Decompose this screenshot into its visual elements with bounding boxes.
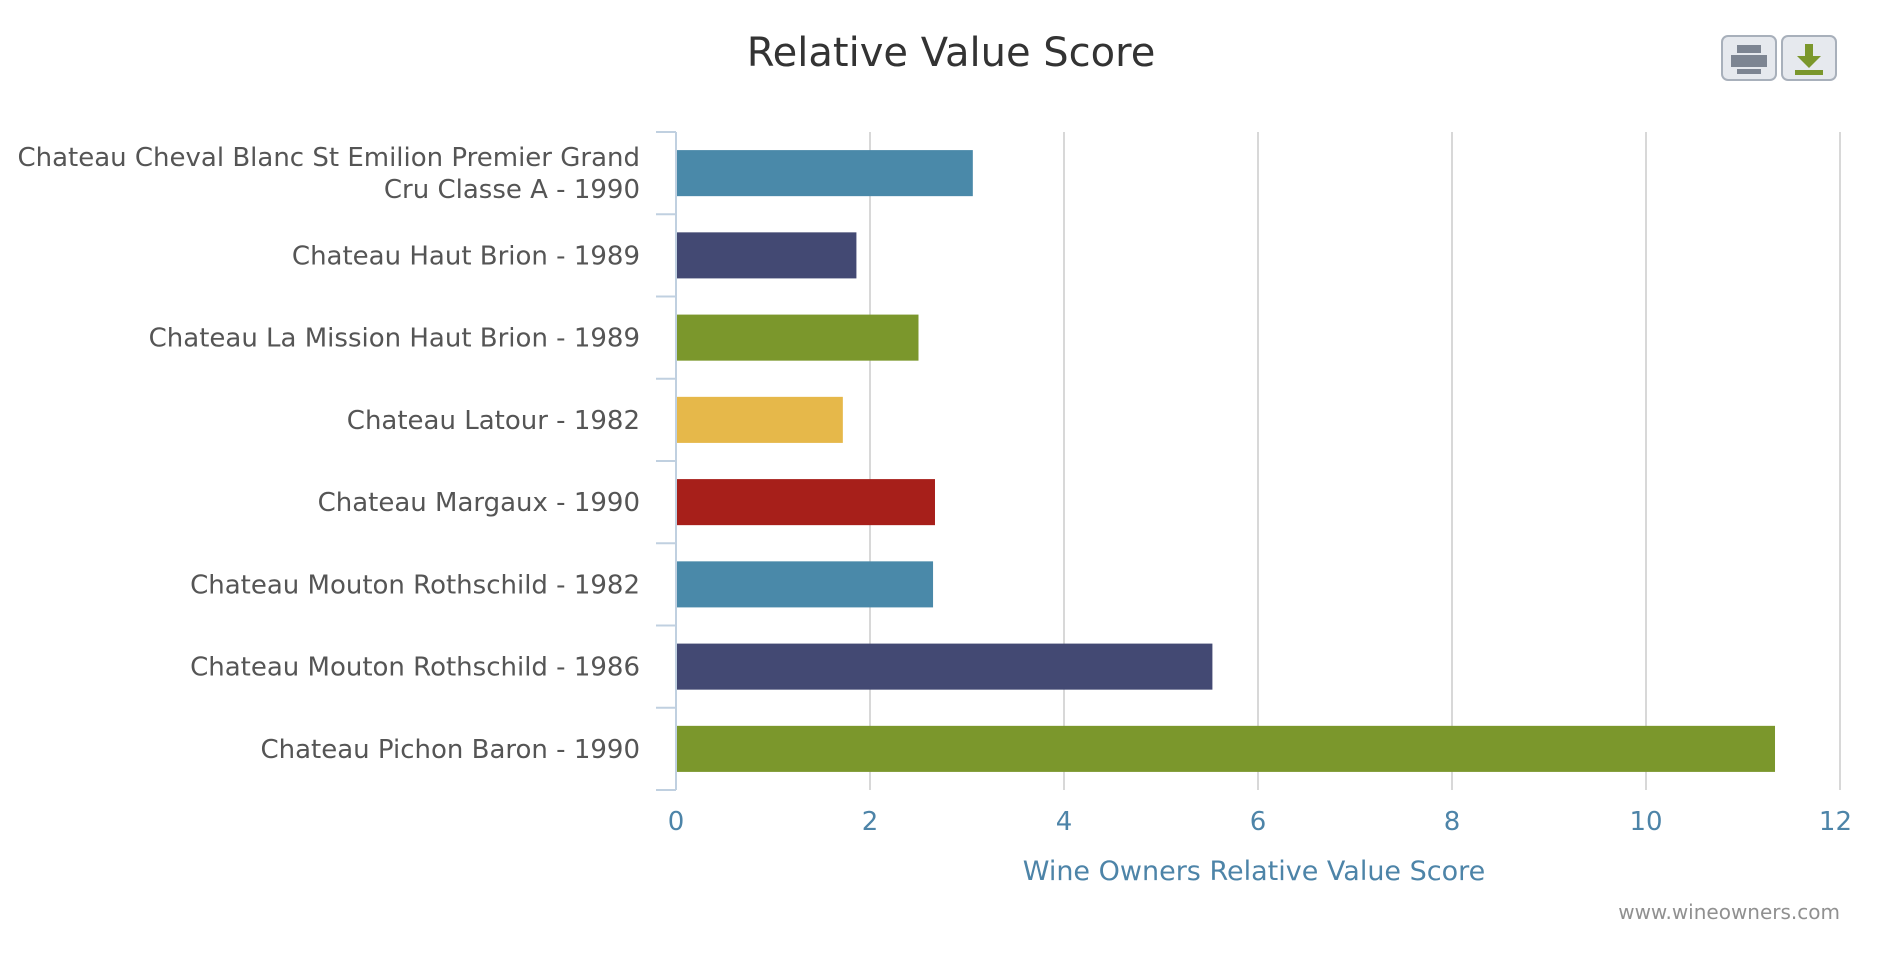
x-tick-label: 12: [1819, 807, 1852, 837]
bar[interactable]: [677, 314, 919, 361]
category-label: Chateau Haut Brion - 1989: [292, 241, 640, 271]
x-tick-label: 10: [1629, 807, 1662, 837]
category-label: Chateau Margaux - 1990: [318, 488, 640, 518]
download-button[interactable]: [1781, 35, 1837, 81]
category-label: Chateau Latour - 1982: [347, 406, 640, 436]
printer-icon: [1731, 45, 1767, 74]
bar[interactable]: [677, 232, 857, 279]
bar[interactable]: [677, 561, 934, 608]
x-axis-title: Wine Owners Relative Value Score: [1023, 856, 1486, 887]
category-label: Chateau Mouton Rothschild - 1986: [190, 653, 640, 683]
category-label: Chateau La Mission Haut Brion - 1989: [149, 324, 640, 354]
category-label: Cru Classe A - 1990: [384, 175, 640, 205]
category-label: Chateau Cheval Blanc St Emilion Premier …: [17, 143, 640, 173]
bar[interactable]: [677, 150, 973, 197]
x-tick-label: 8: [1444, 807, 1461, 837]
category-label: Chateau Pichon Baron - 1990: [260, 735, 640, 765]
bar[interactable]: [677, 396, 843, 443]
x-tick-label: 6: [1250, 807, 1267, 837]
download-icon: [1795, 44, 1823, 75]
axes: [656, 131, 677, 791]
bar[interactable]: [677, 643, 1213, 690]
x-tick-labels: 0 2 4 6 8 10 12: [668, 807, 1852, 837]
x-tick-label: 4: [1056, 807, 1073, 837]
bar[interactable]: [677, 725, 1776, 772]
category-labels: Chateau Cheval Blanc St Emilion Premier …: [17, 143, 640, 765]
print-button[interactable]: [1721, 35, 1777, 81]
x-tick-label: 0: [668, 807, 685, 837]
chart-title: Relative Value Score: [747, 30, 1156, 76]
credit-link[interactable]: www.wineowners.com: [1618, 900, 1840, 924]
grid-lines: [869, 132, 1841, 790]
category-label: Chateau Mouton Rothschild - 1982: [190, 570, 640, 600]
bars: [677, 150, 1776, 772]
x-tick-label: 2: [862, 807, 879, 837]
bar[interactable]: [677, 479, 935, 526]
